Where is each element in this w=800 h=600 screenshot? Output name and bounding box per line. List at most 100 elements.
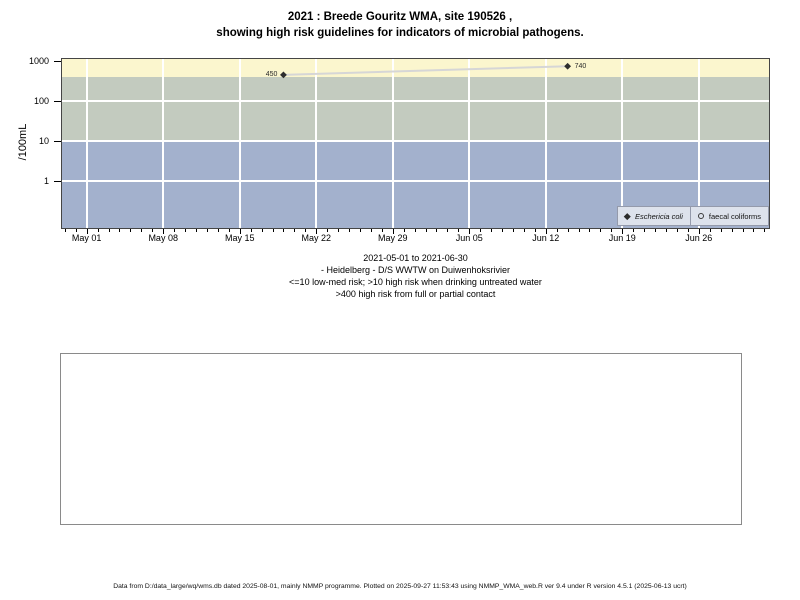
y-tick-label-100: 100: [33, 95, 49, 106]
x-tick-minor: [655, 229, 657, 232]
x-tick-minor: [75, 229, 77, 232]
x-tick-label-5: Jun 05: [455, 233, 483, 243]
x-tick-minor: [480, 229, 482, 232]
caption-site-description: - Heidelberg - D/S WWTW on Duiwenhoksriv…: [320, 265, 511, 275]
legend-label-ecoli: Eschericia coli: [634, 211, 683, 221]
v-gridline-5: [468, 59, 471, 228]
y-tick-label-10: 10: [38, 135, 49, 146]
x-tick-minor: [327, 229, 329, 232]
chart-title: 2021 : Breede Gouritz WMA, site 190526 ,…: [0, 9, 800, 41]
x-tick-minor: [676, 229, 678, 232]
x-tick-minor: [381, 229, 383, 232]
x-tick-minor: [294, 229, 296, 232]
x-tick-minor: [556, 229, 558, 232]
chart-legend: Eschericia coli faecal coliforms: [617, 206, 769, 226]
x-tick-minor: [469, 229, 471, 232]
x-tick-minor: [152, 229, 154, 232]
v-gridline-8: [697, 59, 700, 228]
h-gridline-100: [62, 100, 769, 102]
chart-caption: 2021-05-01 to 2021-06-30 - Heidelberg - …: [62, 252, 769, 300]
v-gridline-3: [315, 59, 318, 228]
x-tick-minor: [239, 229, 241, 232]
x-tick-minor: [174, 229, 176, 232]
y-tick-label-1000: 1000: [28, 55, 49, 66]
h-gridline-10: [62, 140, 769, 142]
x-tick-label-1: May 08: [148, 233, 178, 243]
open-circle-icon: [697, 213, 704, 219]
risk-band-high-risk-drinking-untreated-water: [62, 76, 769, 141]
x-tick-minor: [425, 229, 427, 232]
caption-date-range: 2021-05-01 to 2021-06-30: [363, 253, 468, 263]
x-tick-minor: [392, 229, 394, 232]
h-gridline-1: [62, 180, 769, 182]
x-tick-minor: [578, 229, 580, 232]
x-tick-minor: [436, 229, 438, 232]
x-tick-minor: [130, 229, 132, 232]
x-tick-minor: [272, 229, 274, 232]
v-gridline-2: [238, 59, 241, 228]
x-tick-minor: [414, 229, 416, 232]
ecoli-series-plot: [280, 62, 572, 79]
point-value-label-740: 740: [574, 62, 587, 70]
x-tick-minor: [665, 229, 667, 232]
plot-area: 450 740 Eschericia coli faecal coliforms: [62, 59, 769, 228]
empty-summary-panel: [60, 353, 742, 525]
chart-title-line1: 2021 : Breede Gouritz WMA, site 190526 ,: [287, 11, 513, 23]
x-tick-minor: [283, 229, 285, 232]
x-tick-minor: [349, 229, 351, 232]
x-tick-minor: [534, 229, 536, 232]
x-tick-label-8: Jun 26: [685, 233, 713, 243]
x-tick-minor: [687, 229, 689, 232]
x-tick-minor: [720, 229, 722, 232]
x-tick-minor: [742, 229, 744, 232]
x-tick-minor: [491, 229, 493, 232]
x-tick-minor: [567, 229, 569, 232]
x-tick-minor: [622, 229, 624, 232]
x-tick-minor: [261, 229, 263, 232]
legend-item-ecoli: Eschericia coli: [618, 207, 689, 225]
point-value-label-450: 450: [265, 71, 278, 79]
x-tick-minor: [458, 229, 460, 232]
x-tick-label-0: May 01: [71, 233, 102, 243]
chart: /100mL 450 740 Eschericia coli faecal col…: [17, 55, 769, 243]
x-tick-minor: [108, 229, 110, 232]
v-gridline-7: [621, 59, 624, 228]
x-tick-minor: [228, 229, 230, 232]
x-tick-label-3: May 22: [301, 233, 331, 243]
x-tick-label-4: May 29: [377, 233, 408, 243]
x-tick-minor: [370, 229, 372, 232]
x-tick-minor: [709, 229, 711, 232]
y-tick-100: [54, 101, 61, 102]
x-tick-label-2: May 15: [224, 233, 255, 243]
y-tick-1: [54, 181, 61, 182]
v-gridline-4: [391, 59, 394, 228]
chart-title-line2: showing high risk guidelines for indicat…: [216, 27, 584, 39]
x-tick-minor: [589, 229, 591, 232]
x-tick-minor: [753, 229, 755, 232]
x-tick-minor: [611, 229, 613, 232]
v-gridline-0: [85, 59, 88, 228]
v-gridline-6: [544, 59, 547, 228]
x-tick-minor: [338, 229, 340, 232]
x-tick-minor: [502, 229, 504, 232]
x-tick-minor: [447, 229, 449, 232]
x-tick-minor: [305, 229, 307, 232]
x-tick-minor: [523, 229, 525, 232]
x-tick-minor: [206, 229, 208, 232]
x-tick-minor: [359, 229, 361, 232]
ecoli-data-point: [564, 62, 572, 70]
y-tick-10: [54, 141, 61, 142]
y-tick-label-1: 1: [43, 175, 49, 186]
x-tick-minor: [185, 229, 187, 232]
y-tick-1000: [54, 61, 61, 62]
ecoli-series-line: [283, 65, 568, 76]
x-tick-label-7: Jun 19: [608, 233, 636, 243]
x-tick-minor: [731, 229, 733, 232]
caption-risk-guideline-2: >400 high risk from full or partial cont…: [335, 289, 496, 299]
x-tick-label-6: Jun 12: [532, 233, 560, 243]
x-tick-minor: [97, 229, 99, 232]
legend-item-faecal-coliforms: faecal coliforms: [689, 207, 768, 225]
x-tick-minor: [403, 229, 405, 232]
x-tick-minor: [250, 229, 252, 232]
